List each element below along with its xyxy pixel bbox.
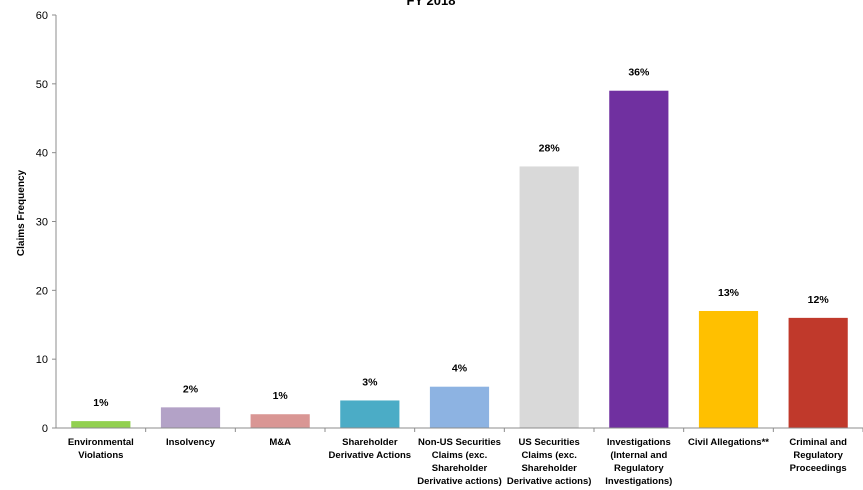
bar xyxy=(788,317,848,428)
bar xyxy=(698,310,759,428)
bar xyxy=(160,407,221,428)
bars xyxy=(71,90,848,428)
y-axis-ticks: 0 10 20 30 40 50 60 xyxy=(36,10,56,435)
x-tick-label: Environmental Violations xyxy=(68,437,134,461)
data-label: 1% xyxy=(93,397,109,409)
bar xyxy=(250,414,310,428)
x-tick-label: Investigations (Internal and Regulatory Inv… xyxy=(605,437,672,487)
data-label: 3% xyxy=(362,376,378,388)
data-label: 13% xyxy=(718,287,740,299)
x-tick-label: M&A xyxy=(269,437,291,448)
x-tick-label: Insolvency xyxy=(166,437,216,448)
data-label: 36% xyxy=(628,67,650,79)
data-labels: 1% 2% 1% 3% 4% 28% 36% 13% 12% xyxy=(93,67,829,409)
data-label: 2% xyxy=(183,383,199,395)
data-label: 4% xyxy=(452,363,468,375)
bar xyxy=(609,90,669,428)
x-axis-tick-labels: Environmental Violations Insolvency M&A Shar… xyxy=(68,428,863,487)
x-tick-label: Shareholder Derivative Actions xyxy=(329,437,412,461)
y-tick-label: 10 xyxy=(36,354,48,366)
x-tick-label: Criminal and Regulatory Proceedings xyxy=(789,437,847,474)
bar xyxy=(429,386,490,428)
y-tick-label: 20 xyxy=(36,285,48,297)
x-tick-label: Non-US Securities Claims (exc. Shareholder… xyxy=(417,437,501,487)
y-tick-label: 30 xyxy=(36,217,48,229)
y-axis-label: Claims Frequency xyxy=(16,169,27,256)
bar xyxy=(71,421,131,428)
bar xyxy=(340,400,400,428)
x-tick-label: US Securities Claims (exc. Shareholder Deri… xyxy=(507,437,591,487)
bar xyxy=(519,166,579,428)
data-label: 28% xyxy=(539,142,561,154)
y-tick-label: 50 xyxy=(36,79,48,91)
data-label: 12% xyxy=(808,294,830,306)
y-tick-label: 40 xyxy=(36,148,48,160)
y-tick-label: 0 xyxy=(42,423,48,435)
chart-title: FY 2018 xyxy=(407,0,456,8)
y-tick-label: 60 xyxy=(36,10,48,22)
x-tick-label: Civil Allegations** xyxy=(688,437,769,448)
data-label: 1% xyxy=(273,390,289,402)
